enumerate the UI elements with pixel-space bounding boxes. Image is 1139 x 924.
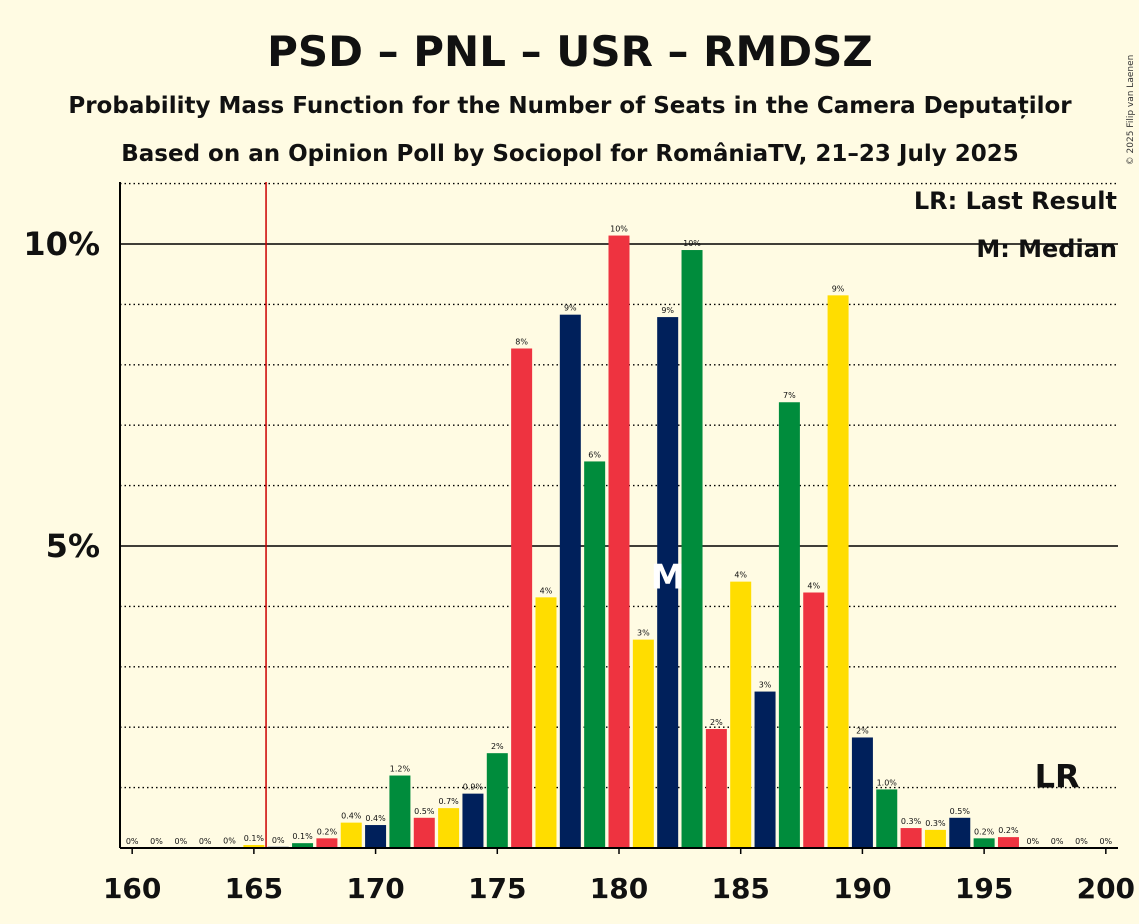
bar-seat-173 [438,808,460,848]
data-label-seat-197: 0% [1026,837,1039,846]
data-label-seat-164: 0% [223,836,236,845]
x-tick-label: 185 [711,872,769,905]
bar-seat-195 [973,838,995,848]
data-label-seat-187: 7% [783,391,796,400]
bar-seat-176 [511,348,533,848]
data-label-seat-192: 0.3% [901,817,922,826]
data-label-seat-173: 0.7% [438,797,459,806]
y-tick-label: 10% [23,225,100,263]
data-label-seat-179: 6% [588,450,601,459]
data-label-seat-200: 0% [1099,837,1112,846]
bar-seat-189 [827,295,849,849]
data-label-seat-162: 0% [175,837,188,846]
bar-seat-167 [292,843,314,848]
data-label-seat-184: 2% [710,718,723,727]
median-marker: M [651,557,685,597]
data-label-seat-176: 8% [515,337,528,346]
data-label-seat-181: 3% [637,629,650,638]
data-label-seat-166: 0% [272,836,285,845]
bar-seat-194 [949,817,971,848]
data-label-seat-177: 4% [540,586,553,595]
data-label-seat-189: 9% [832,284,845,293]
x-tick-label: 200 [1077,872,1135,905]
bar-seat-184 [705,729,727,848]
data-label-seat-190: 2% [856,726,869,735]
data-label-seat-160: 0% [126,837,139,846]
x-tick-label: 175 [468,872,526,905]
bar-seat-169 [340,822,362,848]
bar-seat-174 [462,793,484,848]
x-tick-label: 170 [346,872,404,905]
bar-seat-181 [632,639,654,848]
data-label-seat-168: 0.2% [317,827,338,836]
data-label-seat-175: 2% [491,742,504,751]
x-tick-label: 165 [225,872,283,905]
data-label-seat-171: 1.2% [390,765,411,774]
bar-seat-172 [413,817,435,848]
data-label-seat-180: 10% [610,225,628,234]
data-label-seat-188: 4% [807,582,820,591]
data-label-seat-163: 0% [199,837,212,846]
bar-seat-165 [243,844,265,848]
chart-subtitle: Probability Mass Function for the Number… [68,93,1072,119]
data-label-seat-167: 0.1% [292,832,313,841]
data-label-seat-170: 0.4% [365,814,386,823]
bar-seat-183 [681,250,703,849]
data-label-seat-191: 1.0% [877,778,898,787]
data-label-seat-194: 0.5% [950,807,971,816]
bar-seat-178 [559,314,581,849]
axes-layer: 5% 10% 160 165 170 175 180 185 190 195 200 [23,182,1135,905]
bar-seat-182 [657,317,679,849]
bar-seat-193 [924,829,946,848]
legend-last-result: LR: Last Result [914,187,1117,215]
data-label-seat-161: 0% [150,837,163,846]
data-label-seat-178: 9% [564,304,577,313]
data-label-seat-165: 0.1% [244,834,265,843]
bar-seat-186 [754,691,776,848]
x-tick-label: 160 [103,872,161,905]
copyright-note: © 2025 Filip van Laenen [1126,55,1136,166]
data-label-seat-182: 9% [661,306,674,315]
bar-seat-192 [900,828,922,848]
bar-seat-177 [535,597,557,848]
bar-seat-190 [851,737,873,848]
bar-seat-180 [608,235,630,848]
y-tick-label: 5% [46,527,100,565]
data-label-seat-193: 0.3% [925,819,946,828]
chart-title: PSD – PNL – USR – RMDSZ [267,27,873,76]
bar-seat-191 [876,789,898,848]
data-label-seat-174: 0.9% [463,783,484,792]
bar-seat-175 [486,753,508,848]
bar-seat-185 [730,581,752,848]
bar-seat-179 [584,461,606,848]
bar-seat-188 [803,592,825,848]
data-label-seat-198: 0% [1051,837,1064,846]
last-result-marker: LR [1035,758,1080,796]
data-label-seat-185: 4% [734,571,747,580]
x-tick-label: 190 [833,872,891,905]
data-label-seat-183: 10% [683,239,701,248]
legend-median: M: Median [976,235,1117,263]
chart-subtitle-poll: Based on an Opinion Poll by Sociopol for… [121,141,1019,167]
data-label-seat-172: 0.5% [414,807,435,816]
data-label-seat-186: 3% [759,681,772,690]
data-label-seat-196: 0.2% [998,826,1019,835]
x-tick-label: 180 [590,872,648,905]
data-label-seat-199: 0% [1075,837,1088,846]
data-label-seat-169: 0.4% [341,812,362,821]
bar-seat-187 [778,402,800,848]
bar-seat-168 [316,838,338,848]
bar-seat-170 [365,825,387,848]
bars-layer: 0% 0% 0% 0% 0% 0.1% 0% 0.1%0.2%0.4% 0.4%1.2%0.5%… [126,182,1113,849]
bar-seat-196 [997,837,1019,848]
x-tick-label: 195 [955,872,1013,905]
data-label-seat-195: 0.2% [974,827,995,836]
bar-seat-171 [389,775,411,848]
